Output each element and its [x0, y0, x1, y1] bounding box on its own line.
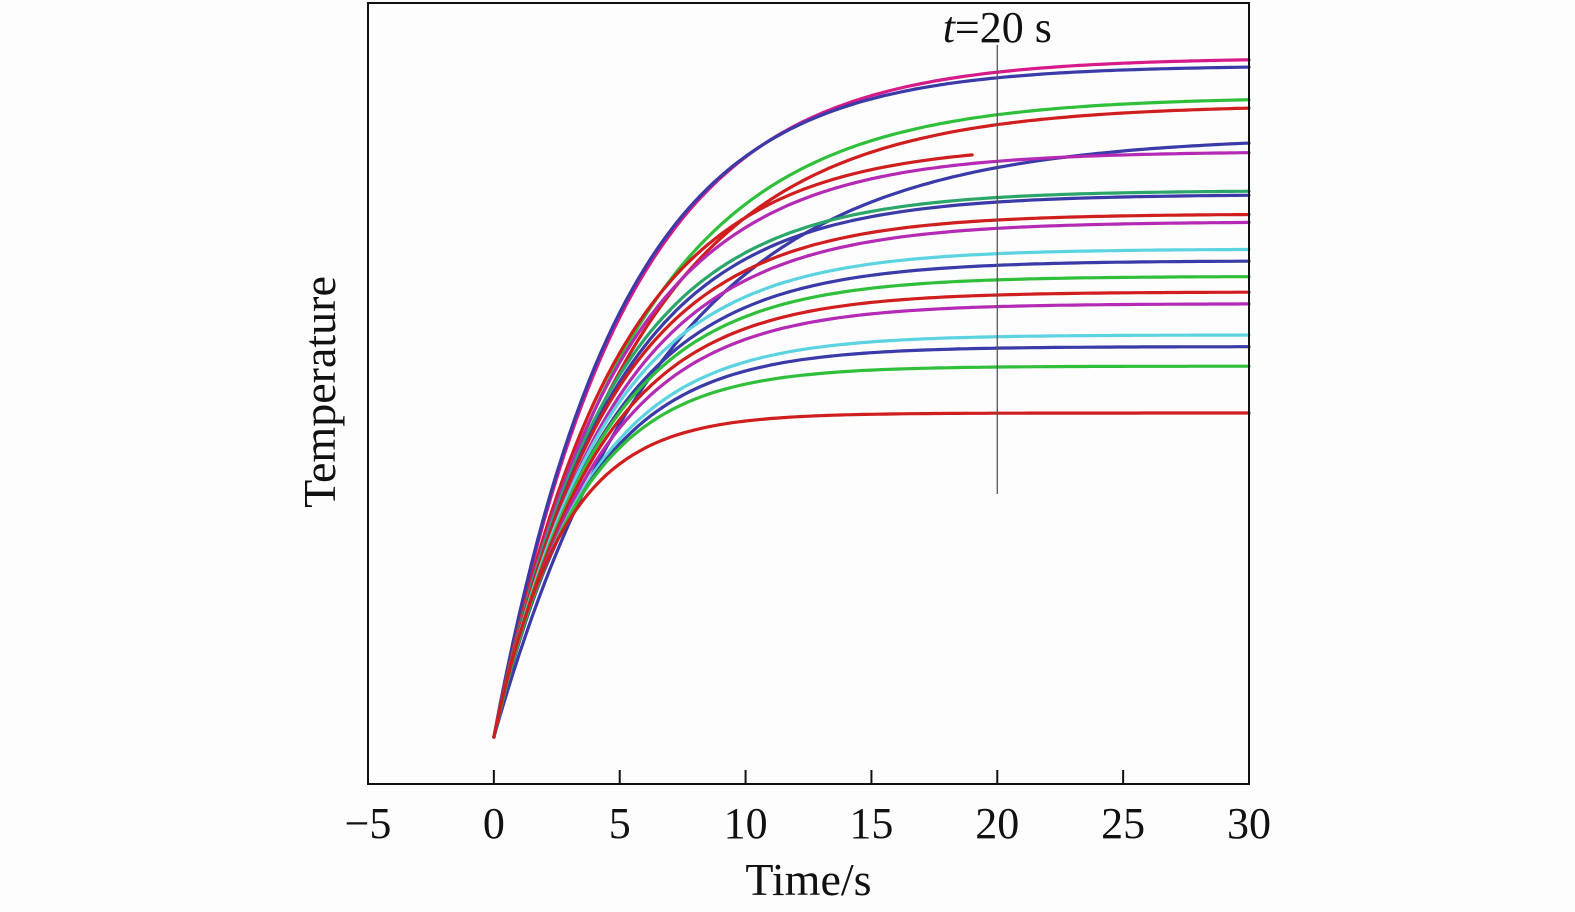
series-line-7	[492, 151, 1251, 739]
x-tick-label: 10	[724, 799, 768, 848]
x-tick-label: 5	[609, 799, 631, 848]
series-line-5	[492, 141, 1251, 739]
series-layer	[492, 58, 1251, 739]
series-line-3	[492, 98, 1251, 739]
series-line-17	[492, 333, 1251, 739]
x-tick-label: 15	[849, 799, 893, 848]
series-line-10	[492, 212, 1251, 739]
series-line-8	[492, 189, 1251, 739]
series-line-9	[492, 193, 1251, 739]
y-axis-label: Temperature	[294, 276, 345, 508]
x-tick-label: 20	[975, 799, 1019, 848]
x-axis-ticks: −5 0 5 10 15 20 25 30	[345, 770, 1271, 848]
series-line-14	[492, 275, 1251, 739]
x-axis-label: Time/s	[745, 854, 871, 905]
plot-frame	[367, 2, 1250, 785]
series-line-16	[492, 302, 1251, 739]
series-line-18	[492, 345, 1251, 739]
x-tick-label: −5	[345, 799, 392, 848]
x-tick-label: 30	[1227, 799, 1271, 848]
series-line-19	[492, 364, 1251, 739]
x-tick-label: 0	[483, 799, 505, 848]
series-line-4	[492, 106, 1251, 739]
series-line-11	[492, 220, 1251, 739]
series-line-15	[492, 290, 1251, 739]
series-line-20	[492, 411, 1251, 739]
series-line-2	[492, 65, 1251, 739]
series-line-6	[492, 153, 974, 739]
time-marker-annotation: t=20 s	[943, 3, 1052, 52]
series-line-13	[492, 259, 1251, 739]
series-line-1	[492, 58, 1251, 739]
series-line-12	[492, 247, 1251, 739]
x-tick-label: 25	[1101, 799, 1145, 848]
